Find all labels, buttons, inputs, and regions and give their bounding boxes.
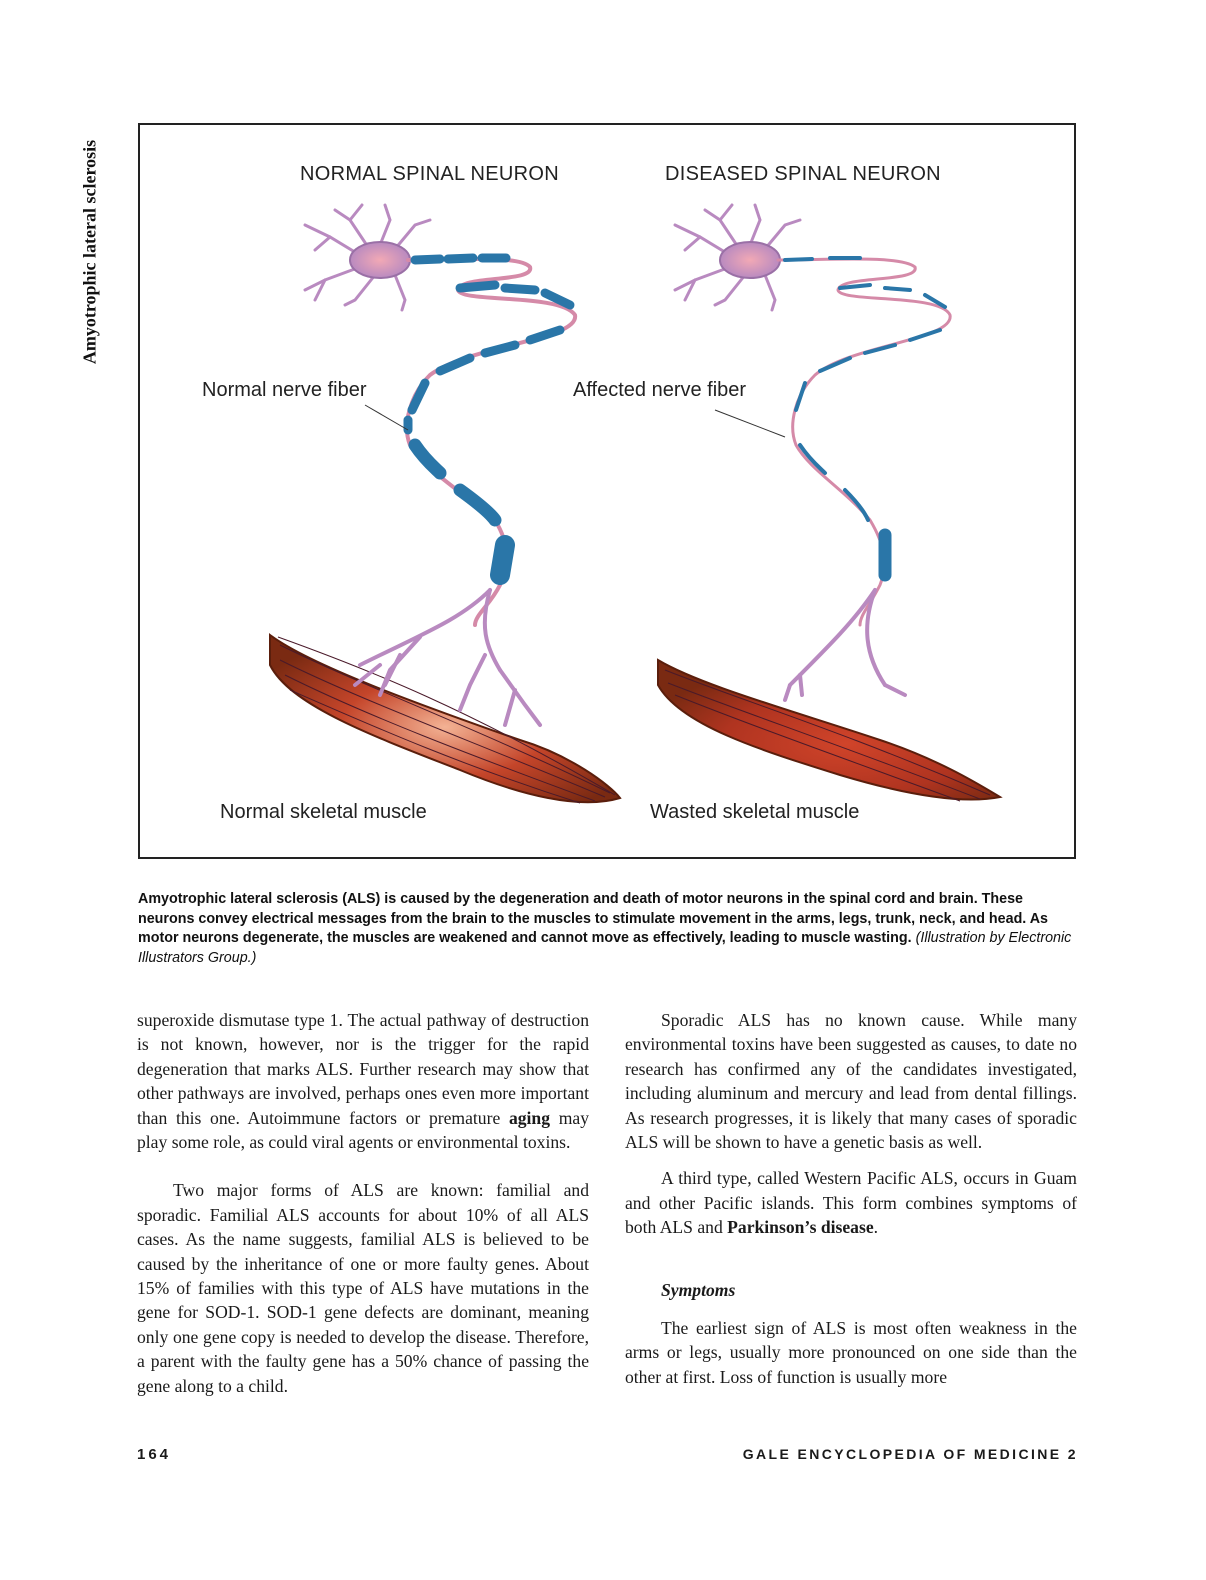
caption-credit: (Illustration by Electronic Illustrators… bbox=[138, 930, 1072, 966]
caption-text: Amyotrophic lateral sclerosis (ALS) is c… bbox=[138, 891, 1048, 946]
page-number: 164 bbox=[137, 1446, 172, 1463]
figure-caption: Amyotrophic lateral sclerosis (ALS) is c… bbox=[138, 890, 1078, 968]
symptoms-heading: Symptoms bbox=[661, 1279, 736, 1300]
affected-fiber-label: Affected nerve fiber bbox=[573, 379, 747, 401]
right-column: Sporadic ALS has no known cause. While m… bbox=[625, 1008, 1077, 1389]
parkinsons-term: Parkinson’s disease bbox=[727, 1217, 874, 1238]
normal-fiber-label: Normal nerve fiber bbox=[202, 379, 367, 401]
figure-illustration: NORMAL SPINAL NEURON DISEASED SPINAL NEU… bbox=[138, 123, 1076, 859]
normal-neuron-heading: NORMAL SPINAL NEURON bbox=[300, 163, 560, 185]
aging-term: aging bbox=[508, 1107, 551, 1128]
right-paragraph-2: A third type, called Western Pacific ALS… bbox=[625, 1168, 1077, 1238]
side-running-title: Amyotrophic lateral sclerosis bbox=[79, 139, 100, 365]
affected-fiber-leader-line bbox=[714, 409, 786, 438]
left-paragraph-2: Two major forms of ALS are known: famili… bbox=[137, 1180, 589, 1396]
left-column: superoxide dismutase type 1. The actual … bbox=[137, 1008, 589, 1398]
normal-fiber-leader-line bbox=[364, 404, 409, 431]
publication-title: GALE ENCYCLOPEDIA OF MEDICINE 2 bbox=[742, 1446, 1078, 1462]
left-paragraph-1: superoxide dismutase type 1. The actual … bbox=[137, 1010, 589, 1153]
wasted-muscle-label: Wasted skeletal muscle bbox=[650, 801, 860, 823]
right-paragraph-1: Sporadic ALS has no known cause. While m… bbox=[625, 1010, 1077, 1153]
neuron-illustration bbox=[269, 203, 1003, 804]
diseased-neuron-heading: DISEASED SPINAL NEURON bbox=[665, 163, 941, 185]
normal-muscle-label: Normal skeletal muscle bbox=[220, 801, 427, 823]
right-paragraph-3: The earliest sign of ALS is most often w… bbox=[625, 1318, 1077, 1387]
normal-muscle-shape bbox=[269, 633, 622, 804]
diseased-neuron bbox=[673, 203, 952, 702]
normal-neuron bbox=[303, 203, 577, 727]
wasted-muscle-shape bbox=[657, 658, 1003, 802]
